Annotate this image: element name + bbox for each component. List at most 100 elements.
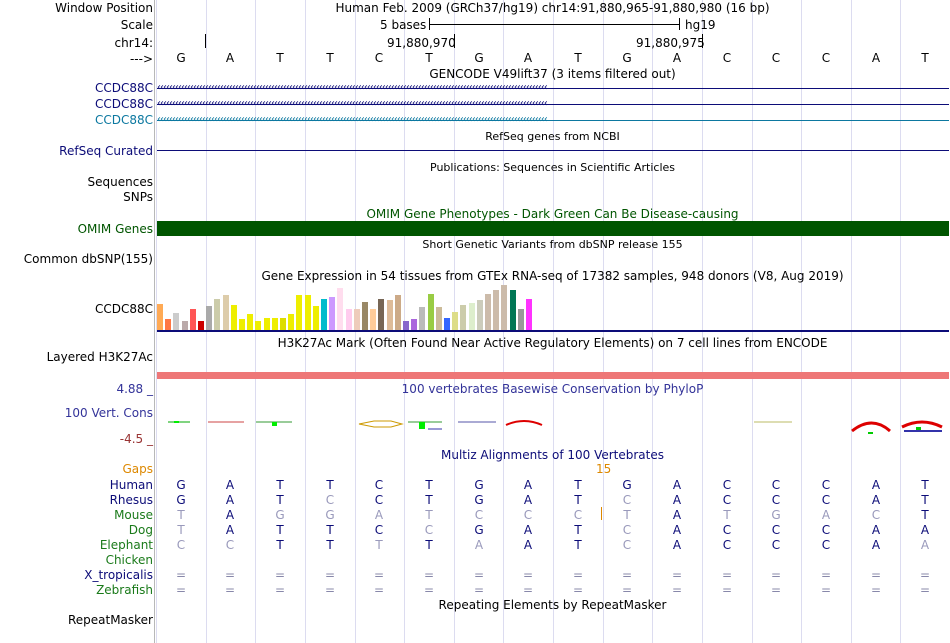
alignment-base: T: [425, 538, 433, 552]
gtex-tissue-bar[interactable]: [173, 313, 179, 330]
gtex-title[interactable]: Gene Expression in 54 tissues from GTEx …: [261, 269, 844, 283]
gtex-tissue-bar[interactable]: [305, 295, 311, 330]
gtex-tissue-bar[interactable]: [526, 299, 532, 330]
gtex-tissue-bar[interactable]: [477, 300, 483, 330]
gtex-tissue-bar[interactable]: [182, 321, 188, 330]
gtex-tissue-bar[interactable]: [395, 295, 401, 330]
h3k27ac-signal[interactable]: [157, 372, 949, 379]
omim-title[interactable]: OMIM Gene Phenotypes - Dark Green Can Be…: [366, 207, 739, 221]
gaps-value: 15: [596, 462, 612, 476]
gencode-item-label[interactable]: CCDC88C: [94, 97, 153, 111]
gencode-item-feature[interactable]: [157, 120, 949, 121]
gtex-tissue-bar[interactable]: [501, 285, 507, 330]
phylop-title[interactable]: 100 vertebrates Basewise Conservation by…: [401, 382, 704, 396]
pubs-label-snps[interactable]: SNPs: [123, 190, 153, 204]
gtex-tissue-bar[interactable]: [387, 300, 393, 330]
gtex-tissue-bar[interactable]: [214, 299, 220, 330]
gaps-label[interactable]: Gaps: [122, 462, 153, 476]
repeat-label[interactable]: RepeatMasker: [67, 613, 153, 627]
multiz-title[interactable]: Multiz Alignments of 100 Vertebrates: [440, 448, 665, 462]
species-label[interactable]: Mouse: [114, 508, 153, 522]
gtex-tissue-bar[interactable]: [444, 318, 450, 330]
gtex-tissue-bar[interactable]: [510, 290, 516, 330]
repeat-title[interactable]: Repeating Elements by RepeatMasker: [438, 598, 667, 612]
gtex-tissue-bar[interactable]: [223, 295, 229, 330]
gtex-tissue-bar[interactable]: [428, 294, 434, 330]
sequence-base: A: [672, 51, 682, 65]
refseq-label[interactable]: RefSeq Curated: [59, 144, 153, 158]
species-label[interactable]: X_tropicalis: [84, 568, 153, 582]
alignment-base: A: [672, 508, 682, 522]
gtex-tissue-bar[interactable]: [206, 306, 212, 330]
phylop-label[interactable]: 100 Vert. Cons: [64, 406, 153, 420]
gtex-tissue-bar[interactable]: [255, 321, 261, 330]
sequence-base: C: [771, 51, 781, 65]
species-label[interactable]: Human: [109, 478, 153, 492]
gtex-tissue-bar[interactable]: [370, 309, 376, 330]
gencode-item-feature[interactable]: [157, 88, 949, 89]
species-label[interactable]: Dog: [128, 523, 153, 537]
gtex-tissue-bar[interactable]: [346, 309, 352, 330]
alignment-base: A: [523, 523, 533, 537]
gencode-item-label[interactable]: CCDC88C: [94, 113, 153, 127]
dbsnp-title[interactable]: Short Genetic Variants from dbSNP releas…: [422, 238, 683, 251]
gencode-item-label[interactable]: CCDC88C: [94, 81, 153, 95]
gtex-tissue-bar[interactable]: [436, 307, 442, 330]
gtex-tissue-bar[interactable]: [329, 297, 335, 330]
gtex-tissue-bar[interactable]: [518, 309, 524, 330]
omim-feature[interactable]: [157, 221, 949, 236]
gtex-tissue-bar[interactable]: [460, 305, 466, 330]
gtex-tissue-bar[interactable]: [321, 299, 327, 330]
gtex-tissue-bar[interactable]: [354, 309, 360, 330]
gtex-label[interactable]: CCDC88C: [94, 302, 153, 316]
sequence-base: G: [176, 51, 186, 65]
pubs-title[interactable]: Publications: Sequences in Scientific Ar…: [430, 161, 675, 174]
alignment-base: =: [423, 568, 435, 582]
omim-label[interactable]: OMIM Genes: [77, 222, 153, 236]
gtex-tissue-bar[interactable]: [469, 303, 475, 330]
gtex-tissue-bar[interactable]: [190, 309, 196, 330]
refseq-feature[interactable]: [157, 150, 949, 151]
gtex-tissue-bar[interactable]: [452, 312, 458, 330]
gtex-tissue-bar[interactable]: [272, 318, 278, 330]
gtex-tissue-bar[interactable]: [198, 321, 204, 330]
gtex-tissue-bar[interactable]: [288, 314, 294, 330]
gtex-tissue-bar[interactable]: [247, 314, 253, 330]
gtex-tissue-bar[interactable]: [239, 319, 245, 330]
species-label[interactable]: Elephant: [99, 538, 153, 552]
gtex-tissue-bar[interactable]: [157, 304, 163, 330]
gtex-tissue-bar[interactable]: [485, 294, 491, 330]
alignment-base: =: [572, 568, 584, 582]
gtex-tissue-bar[interactable]: [296, 295, 302, 330]
gtex-tissue-bar[interactable]: [411, 319, 417, 330]
alignment-base: C: [771, 478, 781, 492]
gencode-title[interactable]: GENCODE V49lift37 (3 items filtered out): [429, 67, 676, 81]
species-label[interactable]: Zebrafish: [96, 583, 153, 597]
gtex-tissue-bar[interactable]: [313, 306, 319, 330]
gtex-tissue-bar[interactable]: [337, 288, 343, 330]
alignment-base: =: [522, 568, 534, 582]
alignment-base: T: [326, 523, 334, 537]
phylop-plot[interactable]: [156, 395, 950, 440]
species-label[interactable]: Rhesus: [109, 493, 153, 507]
gtex-tissue-bar[interactable]: [378, 299, 384, 330]
phylop-min: -4.5 _: [119, 432, 153, 446]
species-label[interactable]: Chicken: [105, 553, 153, 567]
gtex-tissue-bar[interactable]: [493, 290, 499, 330]
alignment-base: C: [374, 493, 384, 507]
gtex-barchart[interactable]: [157, 284, 949, 330]
gencode-item-feature[interactable]: [157, 104, 949, 105]
gtex-tissue-bar[interactable]: [264, 318, 270, 330]
gtex-tissue-bar[interactable]: [165, 319, 171, 330]
refseq-title[interactable]: RefSeq genes from NCBI: [485, 130, 620, 143]
gtex-tissue-bar[interactable]: [403, 321, 409, 330]
alignment-base: T: [425, 493, 433, 507]
dbsnp-label[interactable]: Common dbSNP(155): [23, 252, 153, 266]
h3k27ac-label[interactable]: Layered H3K27Ac: [46, 350, 153, 364]
h3k27ac-title[interactable]: H3K27Ac Mark (Often Found Near Active Re…: [277, 336, 828, 350]
gtex-tissue-bar[interactable]: [280, 318, 286, 330]
gtex-tissue-bar[interactable]: [419, 307, 425, 330]
gtex-tissue-bar[interactable]: [231, 305, 237, 330]
gtex-tissue-bar[interactable]: [362, 302, 368, 330]
pubs-label-sequences[interactable]: Sequences: [87, 175, 153, 189]
